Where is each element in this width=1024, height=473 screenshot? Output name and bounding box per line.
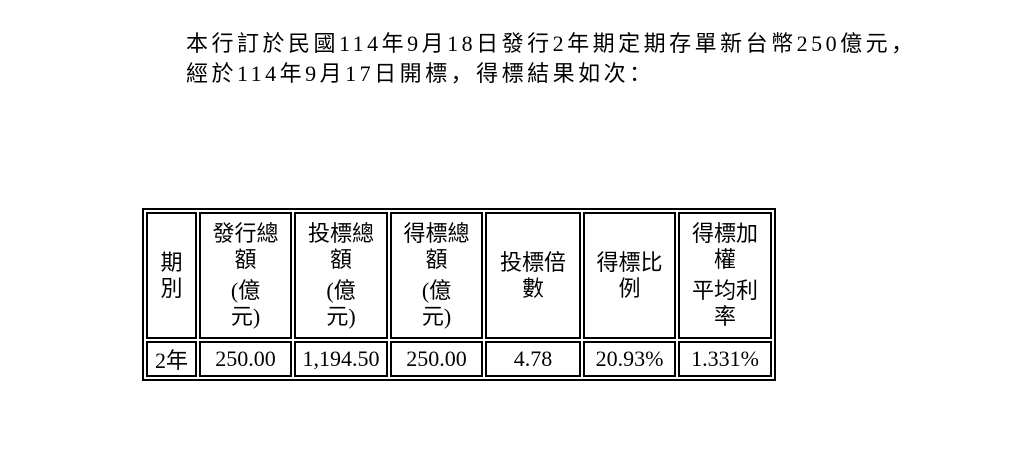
table-header-row: 期 別 發行總 額 (億 元) 投標總 額 (億 元) 得標總 額 (億 元) … bbox=[146, 212, 772, 339]
header-text: (億 元) bbox=[421, 278, 452, 329]
header-text: 平均利 率 bbox=[691, 278, 758, 329]
cell-issue-amount: 250.00 bbox=[199, 341, 292, 377]
cell-weighted-avg-rate: 1.331% bbox=[678, 341, 772, 377]
header-cell-award-ratio: 得標比 例 bbox=[583, 212, 676, 339]
header-cell-tender-amount: 投標總 額 (億 元) bbox=[294, 212, 388, 339]
header-text: 投標總 額 bbox=[307, 221, 374, 272]
table-data-row: 2年 250.00 1,194.50 250.00 4.78 20.93% 1.… bbox=[146, 341, 772, 377]
cell-award-ratio: 20.93% bbox=[583, 341, 676, 377]
header-text: 發行總 額 bbox=[212, 221, 279, 272]
header-text: 得標比 例 bbox=[596, 249, 663, 301]
header-cell-weighted-avg-rate: 得標加 權 平均利 率 bbox=[678, 212, 772, 339]
cell-period: 2年 bbox=[146, 341, 197, 377]
cell-tender-amount: 1,194.50 bbox=[294, 341, 388, 377]
header-cell-issue-amount: 發行總 額 (億 元) bbox=[199, 212, 292, 339]
header-text: 投標倍 數 bbox=[499, 249, 566, 301]
header-text: 期 別 bbox=[160, 249, 183, 301]
intro-paragraph: 本行訂於民國114年9月18日發行2年期定期存單新台幣250億元， 經於114年… bbox=[186, 31, 917, 86]
header-cell-awarded-amount: 得標總 額 (億 元) bbox=[390, 212, 483, 339]
header-text: (億 元) bbox=[326, 278, 356, 329]
header-text: (億 元) bbox=[230, 278, 261, 329]
header-cell-bid-multiple: 投標倍 數 bbox=[485, 212, 581, 339]
header-text: 得標總 額 bbox=[403, 221, 470, 272]
cell-bid-multiple: 4.78 bbox=[485, 341, 581, 377]
header-text: 得標加 權 bbox=[691, 221, 758, 272]
header-cell-period: 期 別 bbox=[146, 212, 197, 339]
cell-awarded-amount: 250.00 bbox=[390, 341, 483, 377]
auction-results-table: 期 別 發行總 額 (億 元) 投標總 額 (億 元) 得標總 額 (億 元) … bbox=[142, 208, 776, 381]
